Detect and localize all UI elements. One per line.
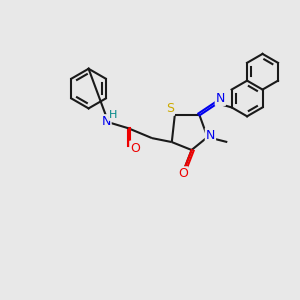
Text: N: N <box>216 92 225 105</box>
Text: S: S <box>166 102 174 115</box>
Text: N: N <box>206 129 215 142</box>
Text: H: H <box>109 110 118 120</box>
Text: O: O <box>130 142 140 154</box>
Text: O: O <box>178 167 188 180</box>
Text: N: N <box>102 115 111 128</box>
